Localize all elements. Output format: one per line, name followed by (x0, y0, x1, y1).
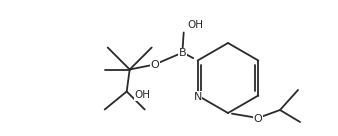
Text: OH: OH (188, 21, 204, 30)
Text: O: O (150, 61, 159, 70)
Text: OH: OH (135, 90, 151, 101)
Text: B: B (179, 49, 187, 58)
Text: O: O (254, 114, 262, 124)
Text: N: N (193, 92, 202, 101)
